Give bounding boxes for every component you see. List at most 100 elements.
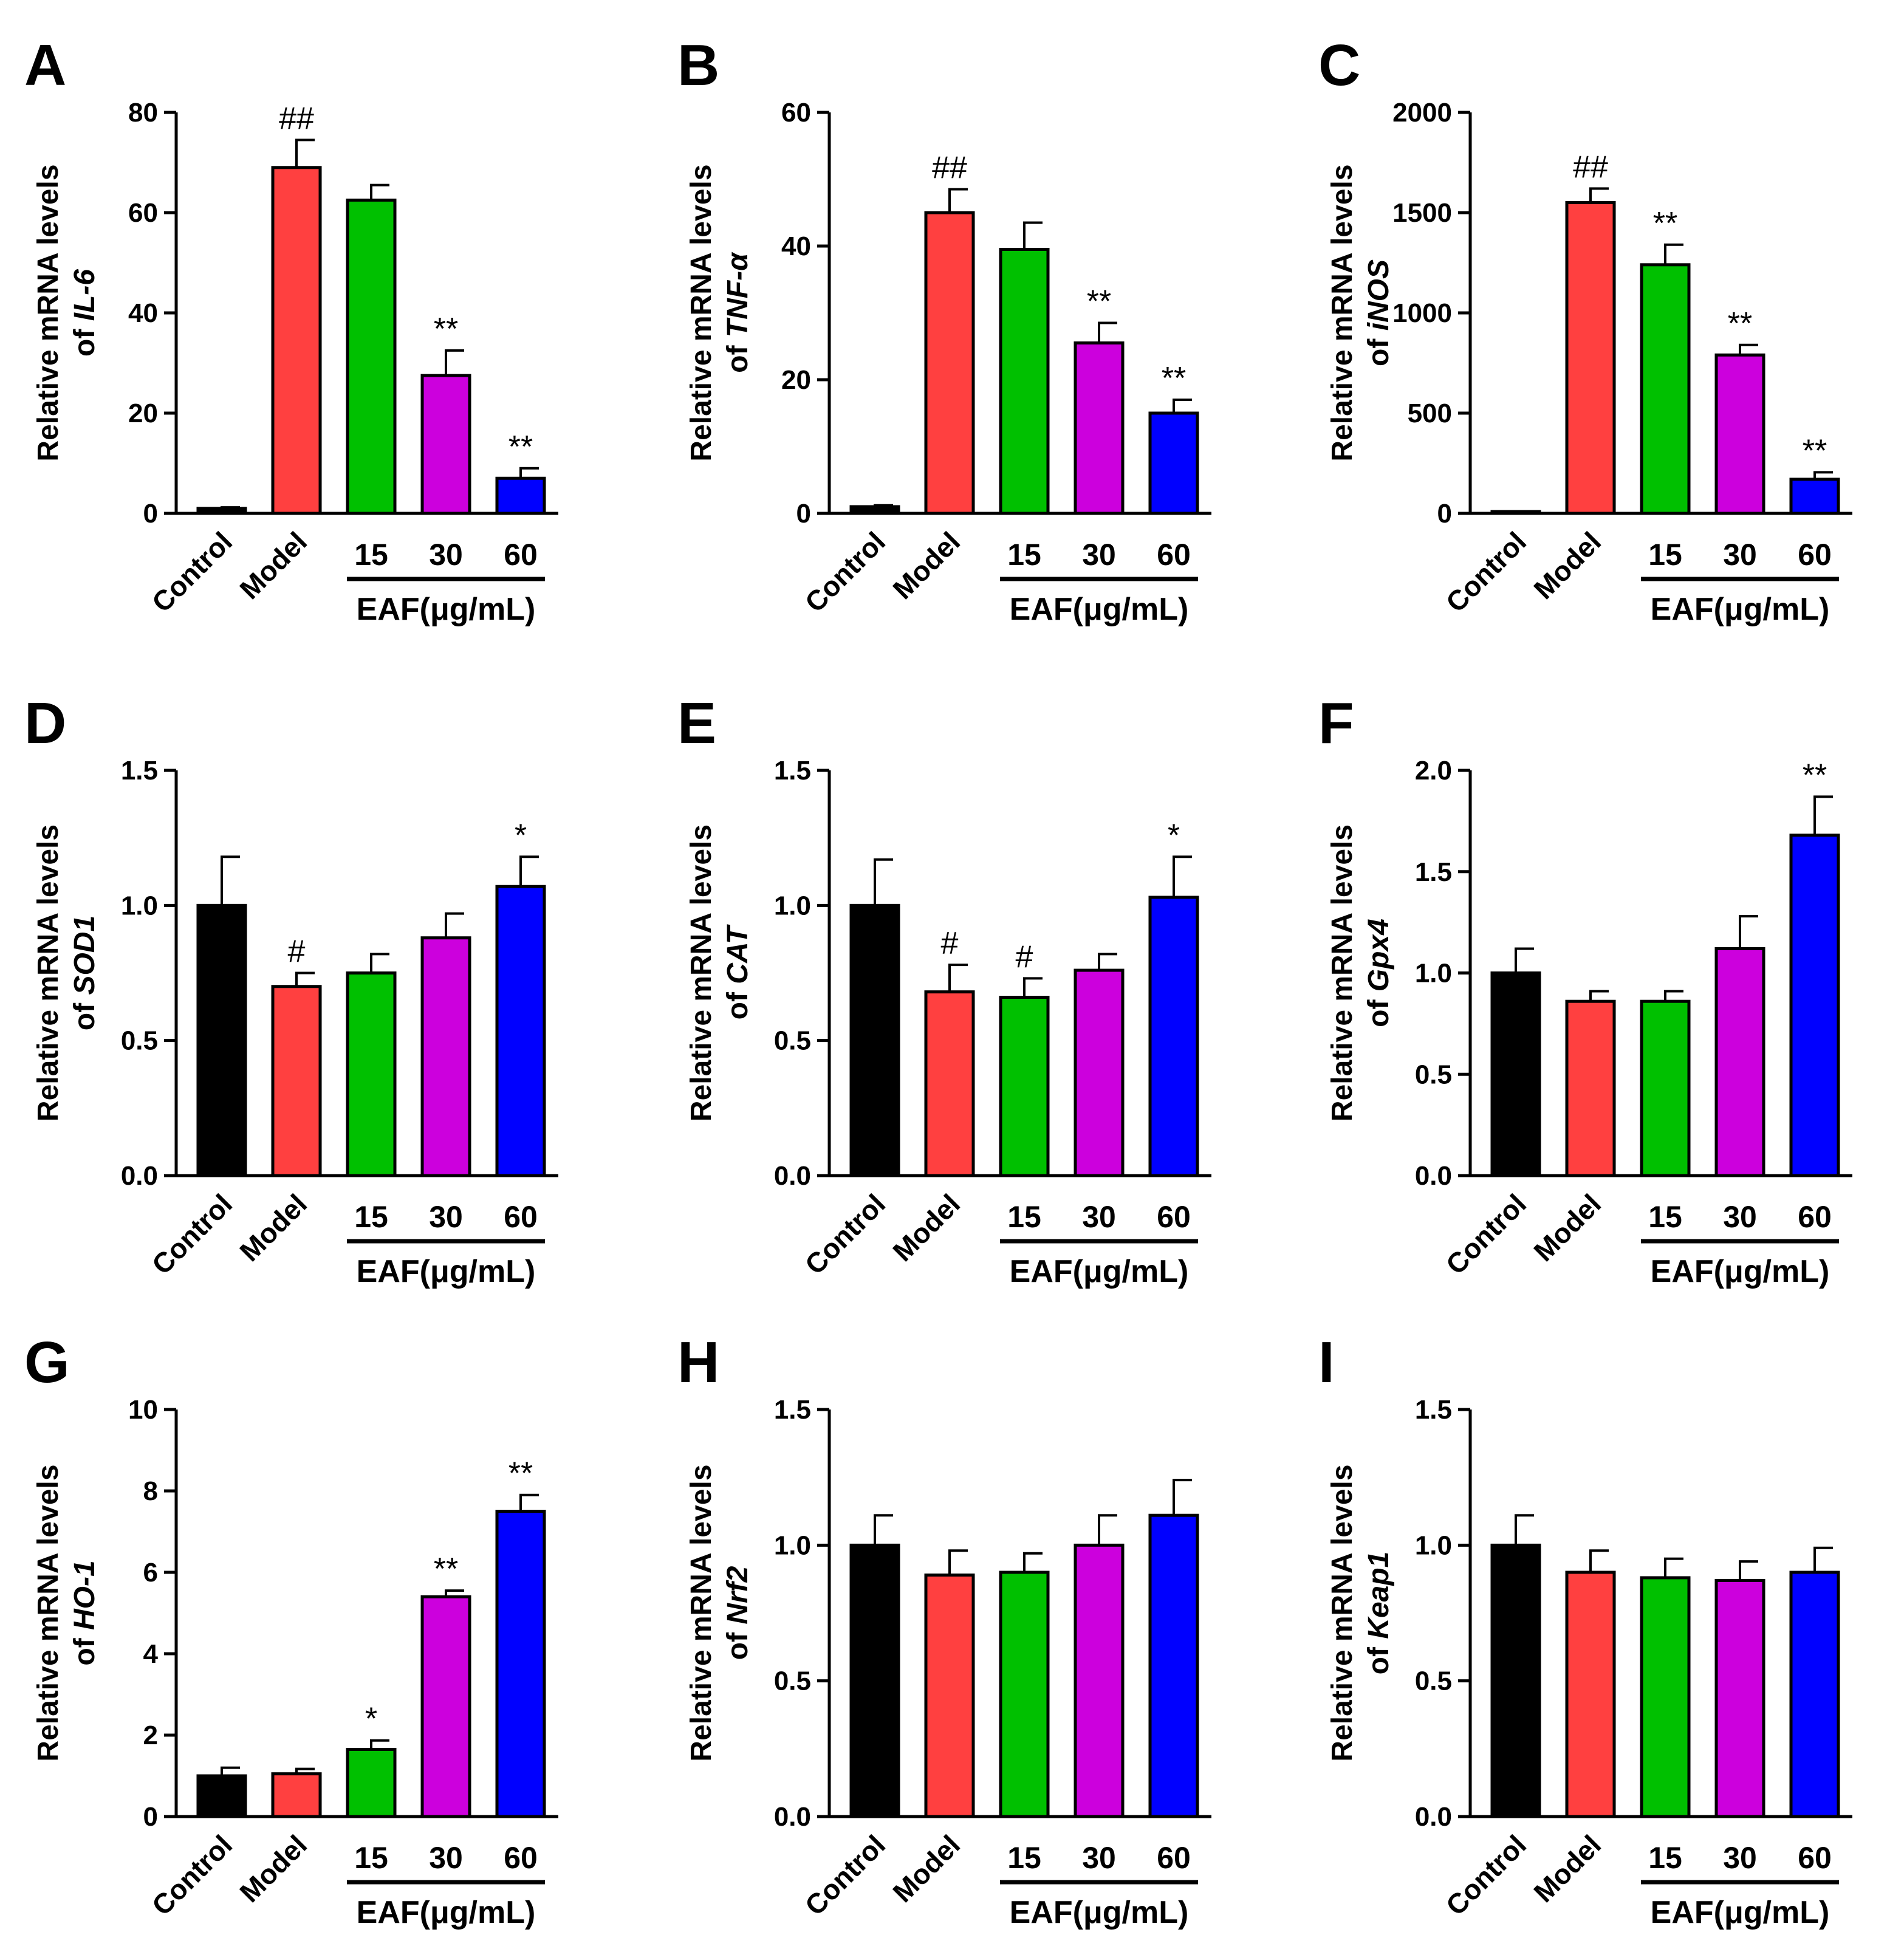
y-tick-label: 20	[128, 399, 158, 428]
bar-control	[196, 507, 247, 515]
panel-A: A 0 20 40 60 80 Relative mRNA levels of IL-6 ## *…	[24, 33, 558, 627]
y-tick-label: 1.5	[1415, 857, 1452, 887]
y-tick-label: 0.5	[774, 1666, 811, 1696]
x-label-dose: 30	[1723, 538, 1757, 572]
bar-15	[999, 996, 1050, 1177]
y-axis-label-line2: of IL-6	[69, 269, 101, 357]
y-axis-label-line1: Relative mRNA levels	[32, 1464, 64, 1761]
y-axis-label-prefix: of	[1363, 331, 1395, 366]
x-label-control: Control	[1440, 526, 1532, 618]
y-tick-label: 60	[128, 198, 158, 228]
significance-label: #	[941, 926, 959, 961]
y-axis-label-line2: of Nrf2	[722, 1566, 754, 1660]
x-label-dose: 30	[1082, 538, 1116, 572]
y-axis-label-line2: of Gpx4	[1363, 919, 1395, 1027]
y-tick-label: 0.5	[121, 1026, 158, 1056]
bar-15	[999, 1571, 1050, 1818]
bar-15	[1640, 999, 1691, 1177]
x-label-dose: 60	[1798, 1200, 1832, 1234]
y-tick-label: 1.0	[121, 891, 158, 920]
x-label-model: Model	[1527, 1188, 1607, 1267]
gene-name: IL-6	[69, 269, 101, 321]
panel-C: C 0 500 1000 1500 2000 Relative mRNA levels of …	[1318, 33, 1852, 627]
bar-60	[1789, 478, 1840, 515]
y-axis-label-line1: Relative mRNA levels	[32, 824, 64, 1122]
x-label-control: Control	[799, 1829, 891, 1921]
x-label-dose: 30	[429, 1841, 463, 1875]
y-tick-label: 8	[143, 1476, 158, 1506]
significance-label: #	[1016, 939, 1033, 974]
group-label: EAF(μg/mL)	[1651, 592, 1830, 627]
panel-D: D 0.0 0.5 1.0 1.5 Relative mRNA levels of SOD1…	[24, 691, 558, 1289]
gene-name: TNF-α	[722, 252, 754, 337]
bar-60	[1148, 1513, 1199, 1818]
significance-label: **	[1728, 306, 1752, 341]
bar-30	[1714, 1578, 1765, 1818]
significance-label: **	[509, 1456, 533, 1492]
x-label-dose: 15	[1007, 538, 1041, 572]
x-label-dose: 30	[1723, 1841, 1757, 1875]
y-axis-label-line2: of HO-1	[69, 1560, 101, 1665]
y-axis-label-line1: Relative mRNA levels	[32, 164, 64, 461]
x-label-control: Control	[146, 1188, 238, 1280]
group-label: EAF(μg/mL)	[1010, 1254, 1189, 1289]
panel-letter: I	[1318, 1330, 1335, 1395]
y-axis-label-line1: Relative mRNA levels	[685, 1464, 717, 1761]
y-tick-label: 1.5	[1415, 1395, 1452, 1425]
significance-label: *	[365, 1702, 377, 1737]
y-tick-label: 6	[143, 1558, 158, 1588]
x-label-dose: 15	[1648, 1841, 1682, 1875]
y-tick-label: 40	[781, 231, 811, 261]
y-tick-label: 1.0	[774, 1530, 811, 1560]
x-label-control: Control	[799, 1188, 891, 1280]
y-axis-label-prefix: of	[1363, 1639, 1395, 1675]
y-axis-label-line2: of Keap1	[1363, 1552, 1395, 1675]
x-label-dose: 15	[1648, 1200, 1682, 1234]
panel-letter: B	[677, 33, 719, 98]
x-label-control: Control	[1440, 1829, 1532, 1921]
x-label-model: Model	[886, 1188, 966, 1267]
y-tick-label: 1.0	[1415, 959, 1452, 988]
bar-15	[346, 198, 397, 515]
y-tick-label: 0.0	[774, 1161, 811, 1191]
y-tick-label: 0.5	[1415, 1666, 1452, 1696]
panel-letter: G	[24, 1330, 70, 1395]
bar-control	[1490, 1543, 1541, 1818]
significance-label: #	[288, 934, 306, 970]
gene-name: CAT	[722, 924, 754, 984]
x-label-model: Model	[233, 1829, 313, 1908]
y-axis-label-prefix: of	[1363, 992, 1395, 1027]
y-tick-label: 0.0	[1415, 1161, 1452, 1191]
bar-60	[495, 476, 546, 515]
y-tick-label: 0.0	[774, 1802, 811, 1832]
bar-model	[1565, 1571, 1616, 1818]
y-tick-label: 0.0	[121, 1161, 158, 1191]
x-label-model: Model	[1527, 1829, 1607, 1908]
bar-model	[1565, 201, 1616, 515]
y-tick-label: 40	[128, 298, 158, 328]
significance-label: ##	[279, 101, 314, 136]
y-axis-label-line2: of SOD1	[69, 916, 101, 1030]
significance-label: **	[1162, 361, 1186, 396]
bar-30	[1074, 1543, 1125, 1818]
y-tick-label: 80	[128, 98, 158, 128]
gene-name: iNOS	[1363, 259, 1395, 331]
x-label-control: Control	[146, 526, 238, 618]
significance-label: **	[434, 1552, 458, 1587]
x-label-dose: 60	[1157, 1841, 1191, 1875]
y-tick-label: 1.0	[1415, 1530, 1452, 1560]
bar-control	[849, 903, 900, 1177]
bar-15	[1640, 263, 1691, 515]
y-tick-label: 0.5	[774, 1026, 811, 1056]
y-axis-label-line1: Relative mRNA levels	[1326, 824, 1358, 1122]
x-label-dose: 60	[1798, 538, 1832, 572]
y-tick-label: 0	[796, 499, 811, 529]
bar-60	[1789, 1571, 1840, 1818]
panel-letter: D	[24, 691, 66, 756]
x-label-control: Control	[799, 526, 891, 618]
bar-30	[1714, 353, 1765, 515]
bar-60	[495, 885, 546, 1177]
gene-name: Keap1	[1363, 1552, 1395, 1639]
y-tick-label: 1.5	[774, 1395, 811, 1425]
